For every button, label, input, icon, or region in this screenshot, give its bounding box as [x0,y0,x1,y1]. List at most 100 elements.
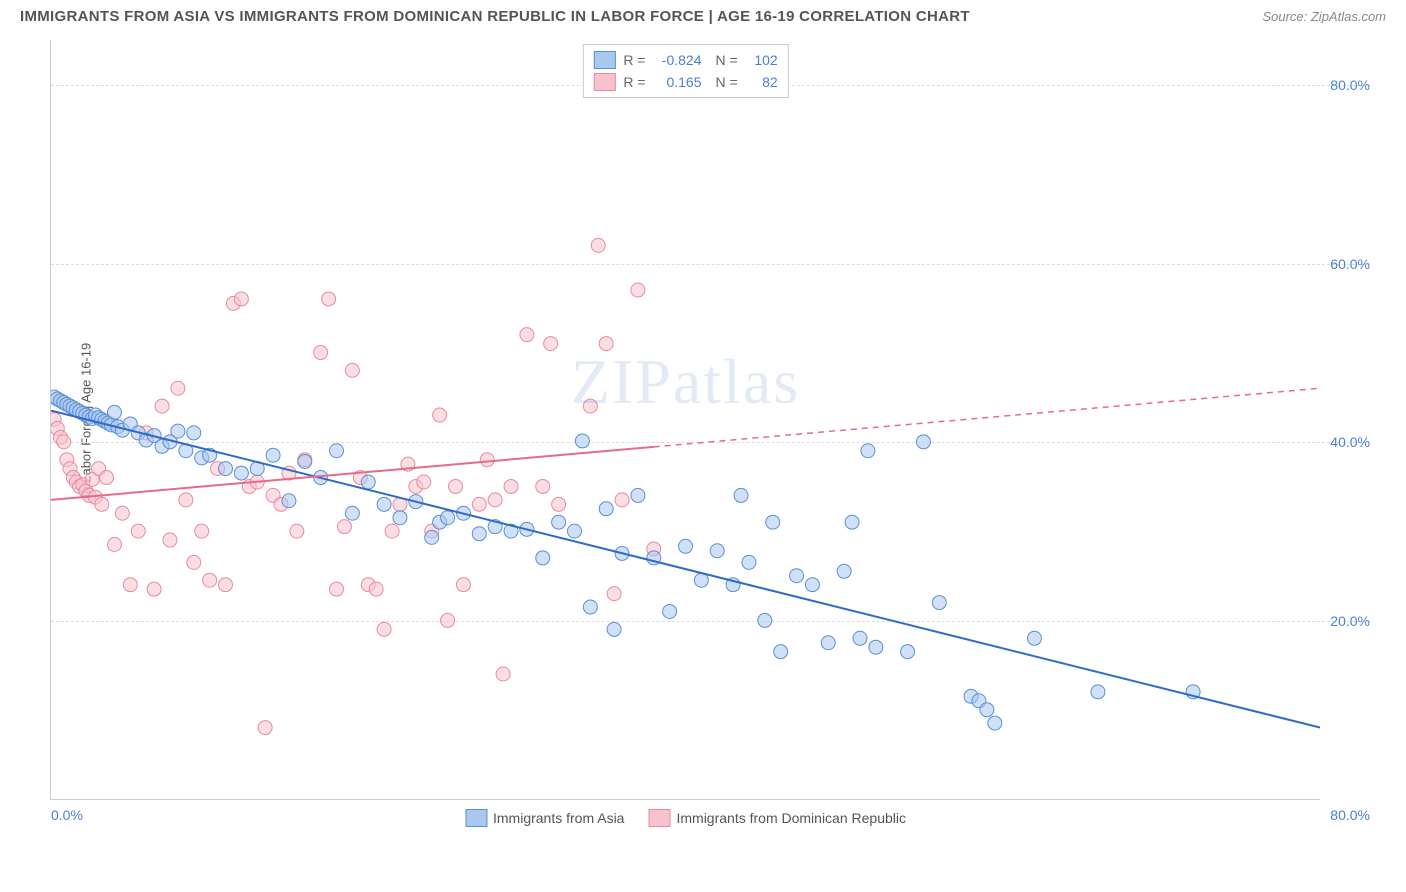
data-point [195,524,209,538]
scatter-svg [51,40,1320,799]
data-point [54,394,68,408]
data-point [171,424,185,438]
data-point [274,497,288,511]
legend-n-label: N = [716,71,738,93]
data-point [155,399,169,413]
legend-r-value: -0.824 [654,49,702,71]
legend-row: R =0.165N =82 [593,71,777,93]
data-point [131,426,145,440]
legend-r-value: 0.165 [654,71,702,93]
data-point [258,721,272,735]
data-point [1027,631,1041,645]
chart-title: IMMIGRANTS FROM ASIA VS IMMIGRANTS FROM … [20,8,970,25]
data-point [330,444,344,458]
data-point [266,488,280,502]
y-tick-label: 80.0% [1322,77,1370,93]
data-point [441,511,455,525]
data-point [369,582,383,596]
data-point [805,578,819,592]
data-point [187,555,201,569]
data-point [480,453,494,467]
data-point [774,645,788,659]
data-point [139,426,153,440]
data-point [567,524,581,538]
data-point [631,283,645,297]
data-point [250,475,264,489]
data-point [98,414,112,428]
data-point [591,238,605,252]
data-point [107,405,121,419]
data-point [139,433,153,447]
data-point [1091,685,1105,699]
data-point [314,346,328,360]
data-point [282,466,296,480]
watermark: ZIPatlas [571,345,800,419]
data-point [95,413,109,427]
data-point [734,488,748,502]
correlation-legend: R =-0.824N =102R =0.165N =82 [582,44,788,98]
data-point [448,479,462,493]
data-point [409,479,423,493]
data-point [104,418,118,432]
y-tick-label: 60.0% [1322,256,1370,272]
data-point [385,524,399,538]
legend-item: Immigrants from Dominican Republic [648,809,906,827]
legend-r-label: R = [623,71,645,93]
data-point [472,497,486,511]
source-label: Source: ZipAtlas.com [1262,9,1386,24]
data-point [63,462,77,476]
data-point [57,396,71,410]
data-point [1186,685,1200,699]
legend-row: R = -0.824 N = 102 [593,49,777,71]
data-point [377,497,391,511]
data-point [647,551,661,565]
data-point [504,479,518,493]
data-point [520,328,534,342]
legend-r-label: R = [623,49,645,71]
data-point [345,363,359,377]
data-point [203,448,217,462]
data-point [131,524,145,538]
trend-line [51,411,1320,728]
data-point [282,494,296,508]
data-point [314,471,328,485]
legend-n-value: 102 [746,49,778,71]
data-point [123,578,137,592]
data-point [964,689,978,703]
data-point [853,631,867,645]
grid-line [51,442,1370,443]
data-point [266,448,280,462]
data-point [544,337,558,351]
data-point [932,596,946,610]
legend-item: Immigrants from Asia [465,809,624,827]
data-point [345,506,359,520]
data-point [51,413,61,427]
data-point [115,506,129,520]
data-point [710,544,724,558]
legend-label: Immigrants from Asia [493,810,624,826]
data-point [615,546,629,560]
data-point [203,573,217,587]
data-point [250,462,264,476]
legend-n-label: N = [716,49,738,71]
data-point [488,493,502,507]
data-point [409,495,423,509]
data-point [901,645,915,659]
data-point [615,493,629,507]
data-point [425,530,439,544]
data-point [187,426,201,440]
data-point [179,444,193,458]
chart-area: In Labor Force | Age 16-19 20.0%40.0%60.… [50,40,1370,840]
data-point [456,578,470,592]
data-point [821,636,835,650]
data-point [583,600,597,614]
data-point [425,524,439,538]
data-point [790,569,804,583]
data-point [393,497,407,511]
data-point [742,555,756,569]
data-point [837,564,851,578]
data-point [123,417,137,431]
data-point [147,429,161,443]
data-point [298,454,312,468]
data-point [552,515,566,529]
